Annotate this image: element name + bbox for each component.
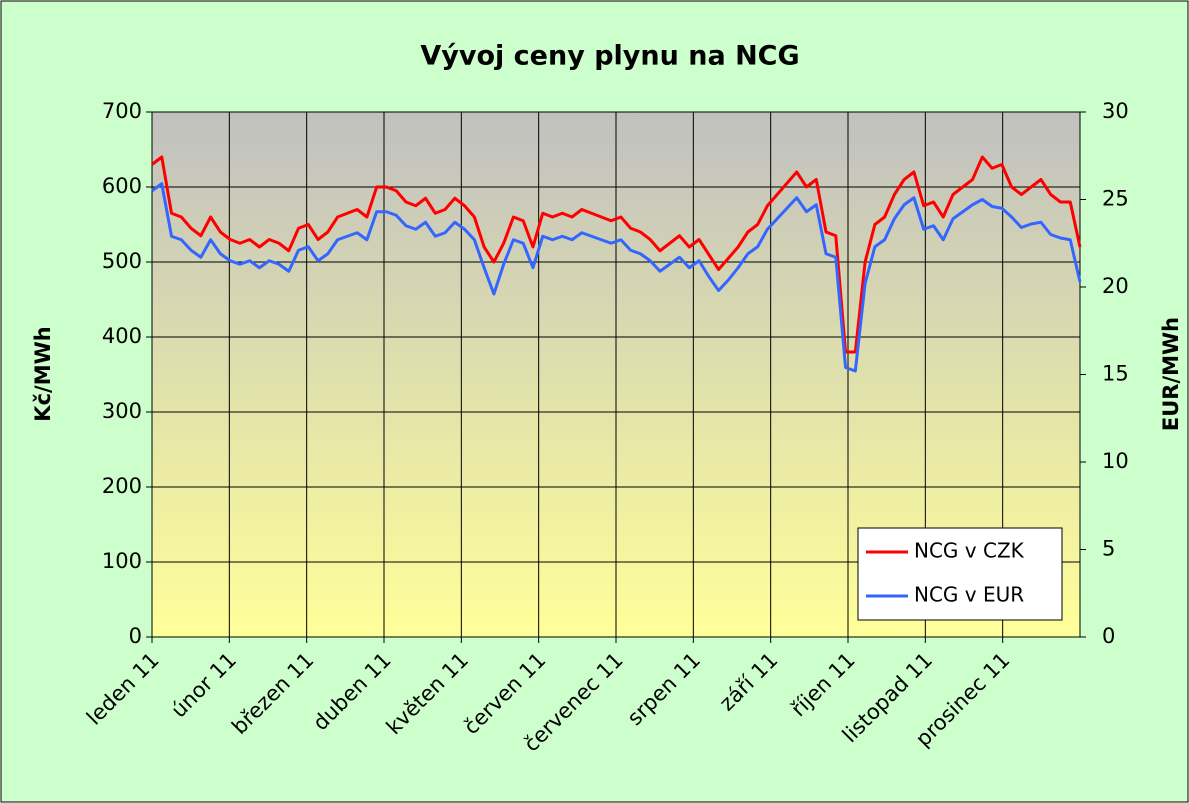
y2-tick-label: 15 [1102,362,1129,386]
y2-tick-label: 25 [1102,187,1129,211]
y-axis-label: Kč/MWh [31,326,55,421]
y-tick-label: 200 [102,474,142,498]
y-tick-label: 500 [102,249,142,273]
legend-box [857,527,1063,621]
y2-tick-label: 30 [1102,99,1129,123]
y2-axis-label: EUR/MWh [1159,317,1183,431]
y-tick-label: 400 [102,324,142,348]
y-tick-label: 300 [102,399,142,423]
grid [151,111,1081,638]
series-line [151,155,1082,354]
legend-label: NCG v EUR [914,583,1024,607]
y2-tick-label: 20 [1102,274,1129,298]
y-tick-label: 700 [102,99,142,123]
y-tick-label: 0 [129,624,142,648]
y-tick-label: 100 [102,549,142,573]
y2-tick-label: 0 [1102,624,1115,648]
chart-title: Vývoj ceny plynu na NCG [420,41,799,72]
y-tick-label: 600 [102,174,142,198]
y2-tick-label: 10 [1102,449,1129,473]
legend-label: NCG v CZK [914,539,1025,563]
y2-tick-label: 5 [1102,537,1115,561]
series-line [151,182,1082,373]
